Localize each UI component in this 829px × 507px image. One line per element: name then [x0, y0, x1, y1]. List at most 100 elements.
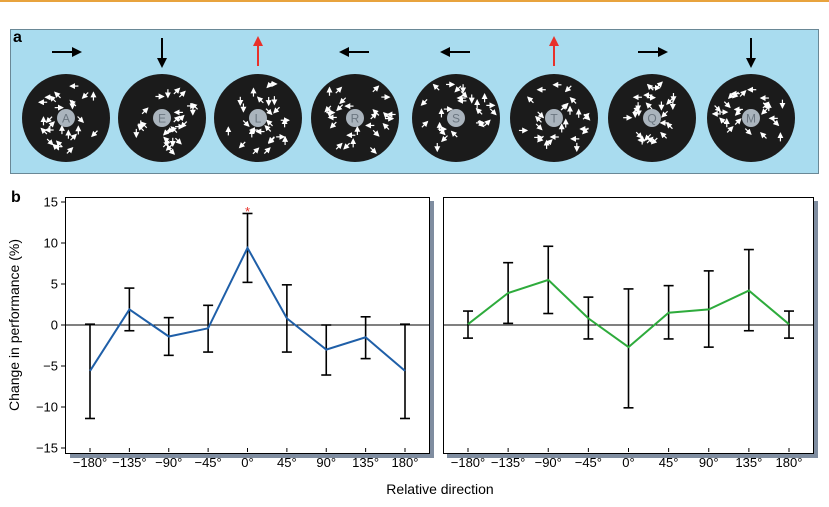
motion-arrow: [475, 107, 483, 115]
motion-arrow: [372, 108, 380, 116]
motion-arrow: [46, 138, 54, 146]
y-tick-label: −5: [43, 359, 58, 374]
stimulus-q: Q: [608, 47, 696, 162]
motion-arrow: [656, 81, 663, 89]
motion-arrow: [535, 115, 542, 123]
x-tick-label: 135°: [735, 455, 762, 470]
x-tick-label: −180°: [451, 455, 485, 470]
x-tick-label: 0°: [622, 455, 634, 470]
motion-arrow: [665, 122, 673, 130]
motion-arrow: [273, 106, 280, 114]
motion-arrow: [141, 107, 149, 115]
fixation-dot: [742, 109, 760, 127]
motion-arrow: [726, 126, 734, 133]
motion-arrow: [77, 116, 85, 123]
error-bar: [623, 288, 634, 409]
fixation-dot: [249, 109, 267, 127]
motion-arrow: [173, 87, 181, 95]
error-bar: [400, 323, 410, 420]
motion-arrow: [174, 137, 182, 145]
motion-arrow: [268, 137, 275, 144]
motion-arrow: [545, 139, 553, 146]
motion-arrow: [421, 120, 429, 128]
motion-arrow: [264, 124, 272, 132]
motion-arrow: [40, 127, 48, 135]
motion-arrow: [335, 142, 343, 150]
motion-arrow: [265, 108, 273, 116]
stimulus-e: E: [118, 38, 206, 162]
x-tick-label: 180°: [392, 455, 419, 470]
fixation-dot: [153, 109, 171, 127]
motion-arrow: [635, 131, 643, 139]
x-tick-label: −135°: [112, 455, 146, 470]
motion-arrow: [238, 141, 246, 149]
motion-arrow: [489, 108, 497, 116]
motion-arrow: [632, 106, 640, 114]
motion-arrow: [324, 105, 332, 113]
fixation-dot: [447, 109, 465, 127]
motion-arrow: [252, 147, 260, 155]
stimulus-m: M: [707, 38, 795, 162]
motion-arrow: [645, 102, 653, 110]
motion-arrow: [582, 112, 590, 120]
panel-b-letter: b: [11, 189, 21, 206]
motion-arrow: [45, 116, 53, 124]
y-tick-label: 5: [51, 277, 58, 292]
motion-arrow: [48, 121, 55, 129]
motion-arrow: [535, 123, 543, 131]
fixation-dot: [57, 109, 75, 127]
stimulus-letter: R: [351, 112, 360, 126]
motion-arrow: [564, 85, 572, 93]
x-tick-label: −90°: [535, 455, 562, 470]
motion-arrow: [382, 123, 390, 130]
motion-arrow: [734, 108, 742, 116]
motion-arrow: [727, 92, 735, 100]
motion-arrow: [372, 129, 380, 137]
motion-arrow: [263, 147, 271, 154]
series-line: [89, 245, 406, 372]
motion-arrow: [761, 107, 768, 115]
motion-arrow: [266, 119, 273, 127]
y-tick-label: 0: [51, 318, 58, 333]
panel-a-letter: a: [13, 29, 22, 46]
x-tick-label: 90°: [316, 455, 336, 470]
top-rule: [0, 0, 829, 2]
y-tick-label: −10: [36, 400, 58, 415]
motion-arrow: [339, 97, 347, 105]
motion-arrow: [650, 137, 658, 145]
x-tick-label: 135°: [352, 455, 379, 470]
motion-arrow: [569, 96, 577, 104]
motion-arrow: [165, 144, 173, 151]
series-line: [467, 278, 790, 349]
x-tick-label: 45°: [277, 455, 297, 470]
stimulus-letter: L: [255, 112, 262, 126]
motion-arrow: [420, 99, 428, 106]
motion-arrow: [49, 95, 57, 103]
stimulus-letter: E: [158, 112, 166, 126]
motion-arrow: [137, 124, 145, 132]
x-tick-label: −45°: [575, 455, 602, 470]
stimulus-l: L: [214, 36, 302, 162]
motion-arrow: [483, 119, 491, 127]
motion-arrow: [561, 102, 569, 110]
motion-arrow: [646, 83, 654, 91]
y-tick-label: −15: [36, 441, 58, 456]
motion-arrow: [369, 147, 377, 154]
motion-arrow: [140, 121, 148, 129]
motion-arrow: [335, 86, 343, 94]
fixation-dot: [643, 109, 661, 127]
stimulus-letter: T: [550, 112, 558, 126]
motion-arrow: [343, 142, 351, 150]
motion-arrow: [336, 104, 344, 112]
motion-arrow: [70, 133, 77, 141]
stimulus-r: R: [311, 47, 399, 162]
motion-arrow: [744, 128, 752, 135]
motion-arrow: [441, 135, 448, 143]
stimulus-t: T: [510, 36, 598, 162]
motion-arrow: [81, 92, 89, 99]
fixation-dot: [346, 109, 364, 127]
motion-arrow: [66, 147, 74, 154]
motion-arrow: [372, 85, 380, 93]
